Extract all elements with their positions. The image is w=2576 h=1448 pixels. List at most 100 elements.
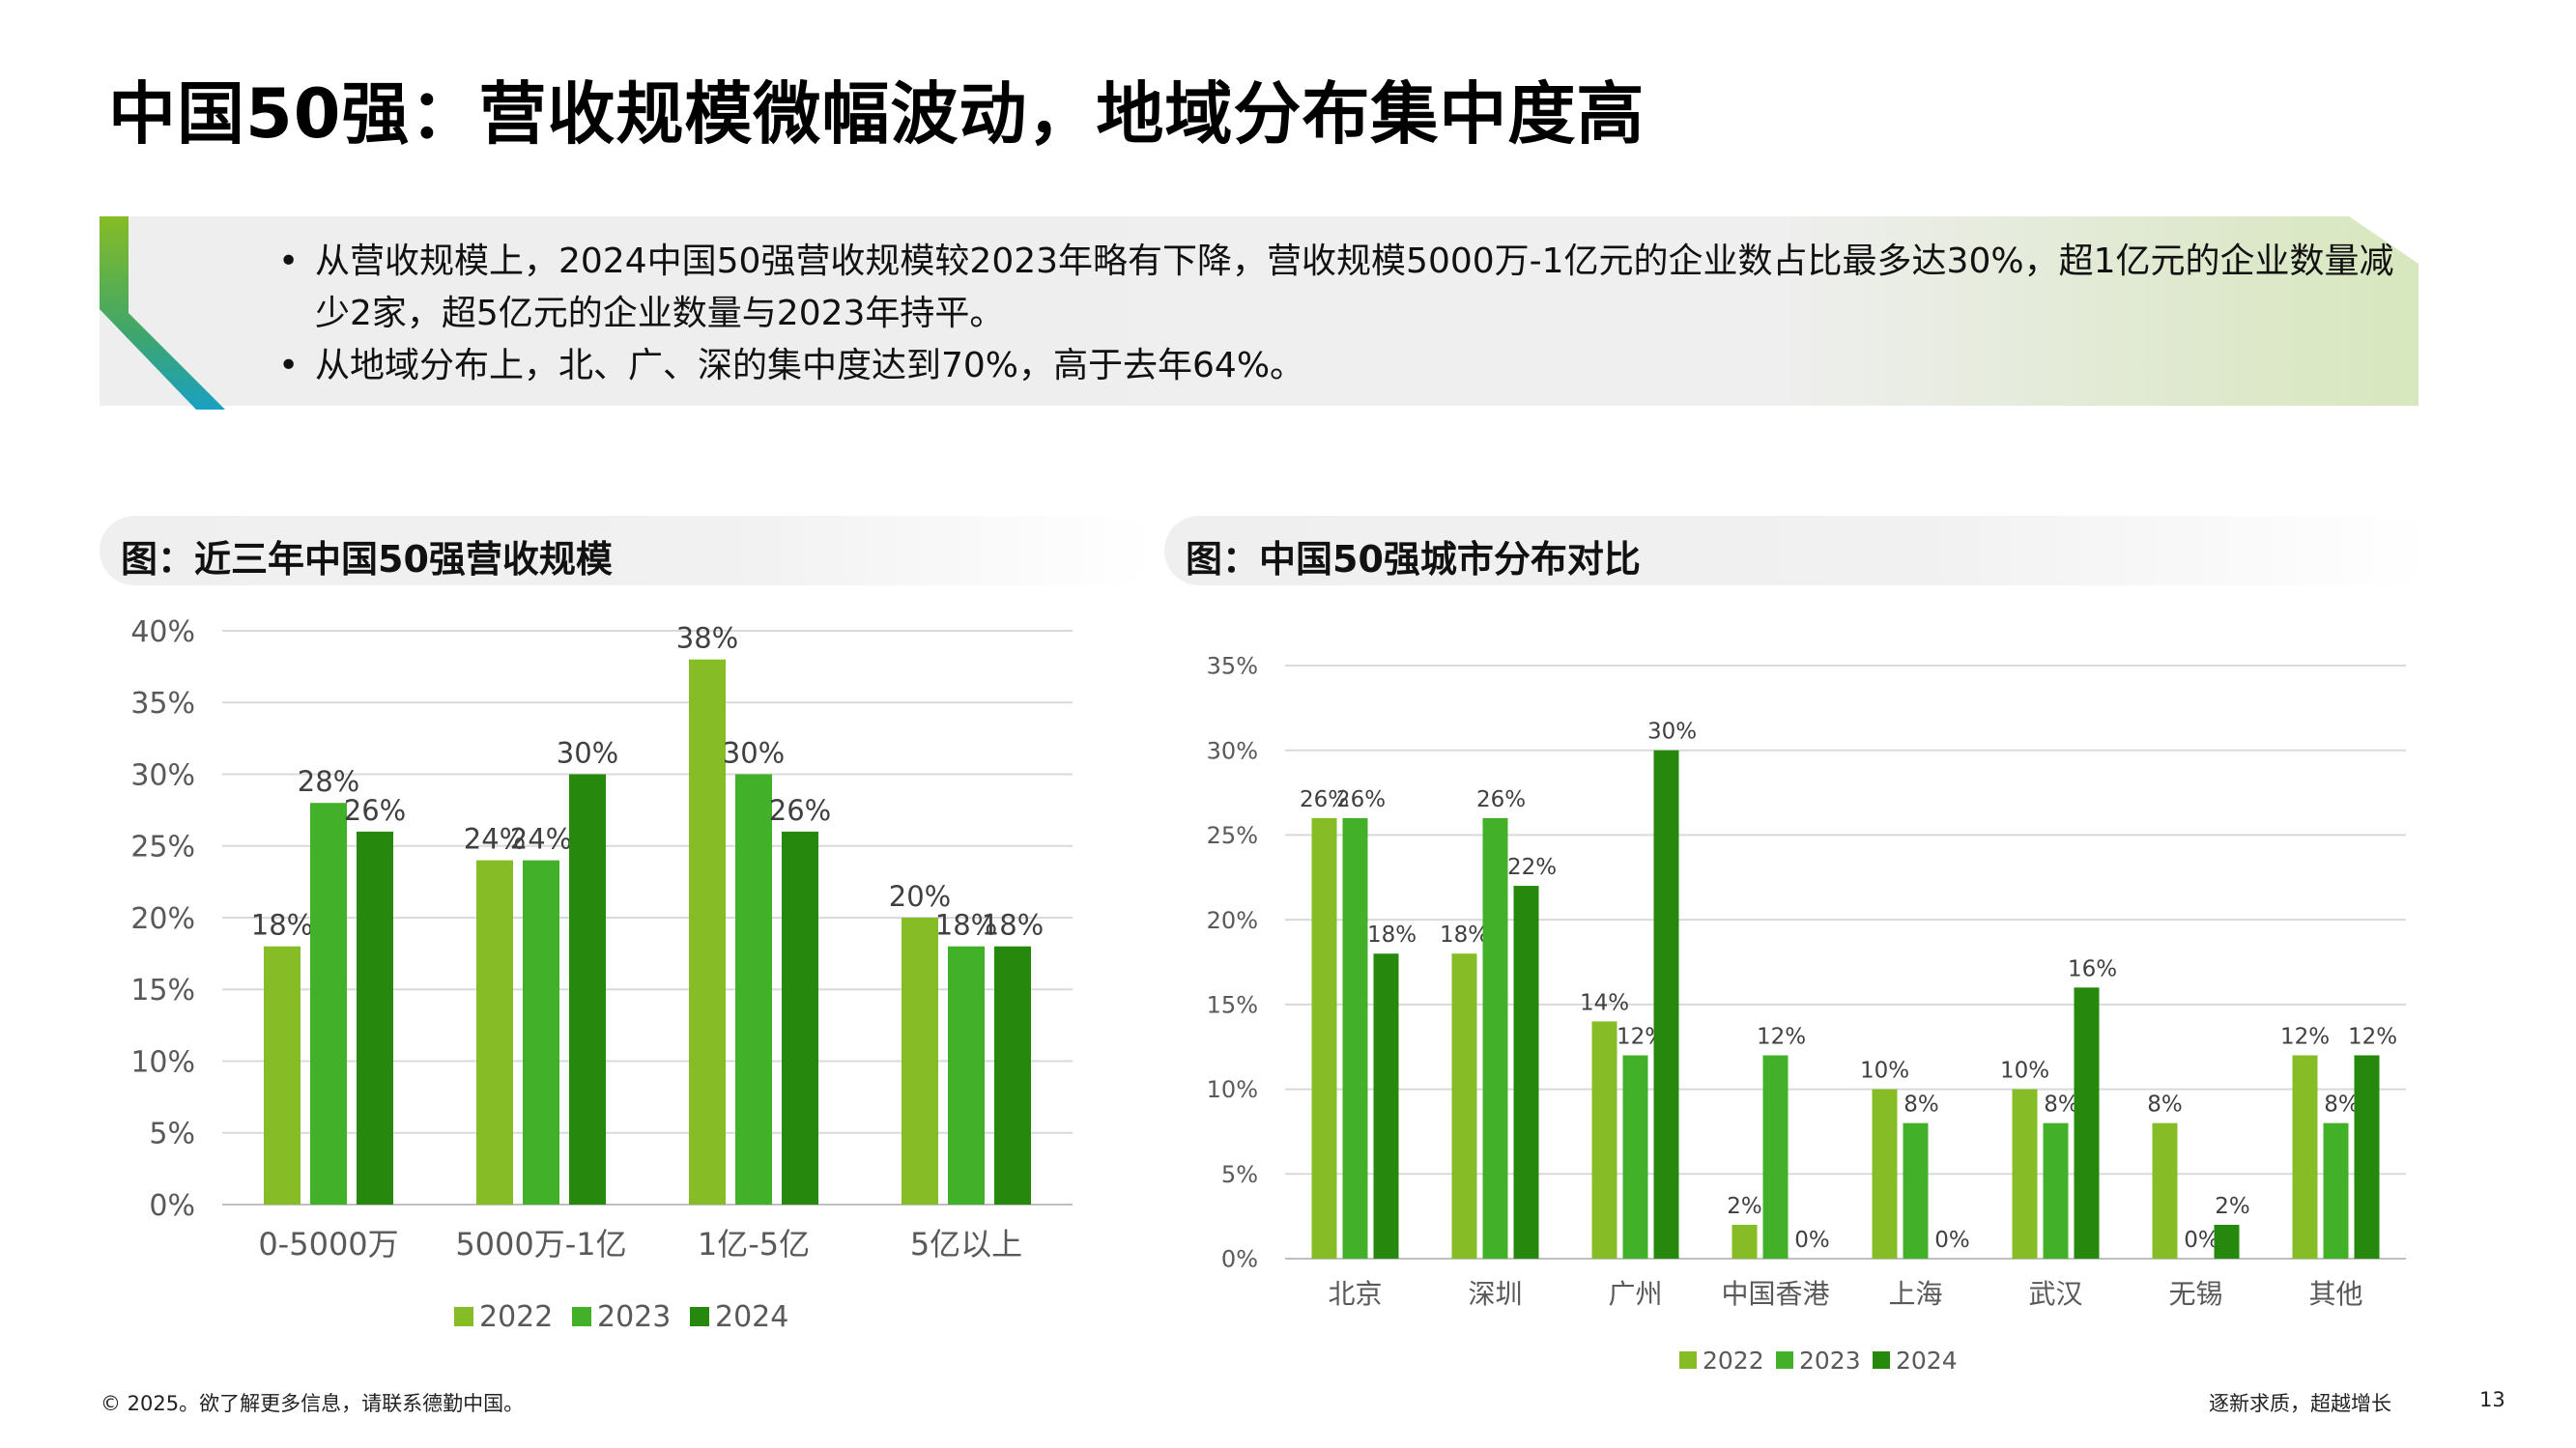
bar-2022 — [2292, 1055, 2318, 1259]
data-label: 2% — [1727, 1194, 1762, 1219]
data-label: 30% — [557, 737, 618, 770]
x-category-label: 北京 — [1328, 1278, 1382, 1310]
chart2-header: 图：中国50强城市分布对比 — [1164, 516, 2430, 585]
data-label: 2% — [2215, 1194, 2250, 1219]
chart1-title: 图：近三年中国50强营收规模 — [121, 538, 613, 581]
bar-2024 — [1513, 886, 1539, 1259]
bar-2024 — [1653, 750, 1679, 1259]
y-tick-label: 25% — [130, 831, 195, 865]
data-label: 16% — [2068, 956, 2117, 981]
x-category-label: 广州 — [1608, 1278, 1662, 1310]
bar-2023 — [948, 946, 985, 1205]
legend-label: 2024 — [1896, 1347, 1958, 1375]
data-label: 26% — [769, 794, 831, 827]
data-label: 26% — [344, 794, 406, 827]
x-category-label: 武汉 — [2028, 1278, 2082, 1310]
bar-2023 — [2043, 1122, 2069, 1259]
footer-copyright: © 2025。欲了解更多信息，请联系德勤中国。 — [100, 1392, 525, 1415]
data-label: 0% — [1794, 1228, 1830, 1253]
bar-2022 — [1872, 1089, 1898, 1259]
data-label: 22% — [1507, 855, 1557, 880]
x-category-label: 深圳 — [1468, 1278, 1522, 1310]
y-tick-label: 0% — [1221, 1246, 1258, 1273]
bar-2022 — [476, 860, 513, 1205]
data-label: 24% — [510, 823, 572, 856]
legend-swatch-2023 — [1776, 1351, 1793, 1369]
y-tick-label: 40% — [130, 615, 195, 649]
legend-label: 2023 — [1799, 1347, 1861, 1375]
legend-swatch-2022 — [1679, 1351, 1697, 1369]
y-tick-label: 0% — [149, 1189, 195, 1223]
data-label: 30% — [1647, 720, 1697, 745]
y-tick-label: 20% — [1207, 907, 1258, 934]
bar-2022 — [1451, 953, 1477, 1259]
data-label: 26% — [1476, 787, 1526, 812]
y-tick-label: 30% — [130, 758, 195, 792]
bar-2023 — [1903, 1122, 1929, 1259]
x-category-label: 无锡 — [2168, 1278, 2222, 1310]
bar-2023 — [1342, 817, 1368, 1259]
x-category-label: 中国香港 — [1721, 1278, 1829, 1310]
data-label: 24% — [464, 823, 526, 856]
page-title: 中国50强：营收规模微幅波动，地域分布集中度高 — [108, 74, 1646, 154]
x-category-label: 5亿以上 — [910, 1226, 1022, 1263]
summary-bullet-1: 从营收规模上，2024中国50强营收规模较2023年略有下降，营收规模5000万… — [271, 236, 2396, 340]
legend-label: 2023 — [597, 1300, 671, 1334]
data-label: 26% — [1300, 787, 1349, 812]
data-label: 20% — [889, 880, 951, 913]
bar-2022 — [264, 946, 301, 1205]
y-tick-label: 35% — [130, 687, 195, 721]
legend-label: 2022 — [1703, 1347, 1764, 1375]
summary-bullet-2: 从地域分布上，北、广、深的集中度达到70%，高于去年64%。 — [271, 340, 2396, 392]
data-label: 18% — [982, 909, 1044, 942]
data-label: 18% — [1367, 923, 1417, 948]
data-label: 18% — [935, 909, 997, 942]
bar-2024 — [2214, 1224, 2240, 1259]
summary-bullets: 从营收规模上，2024中国50强营收规模较2023年略有下降，营收规模5000万… — [271, 236, 2396, 392]
data-label: 28% — [298, 765, 359, 798]
bar-2024 — [782, 831, 818, 1205]
legend-label: 2024 — [715, 1300, 788, 1334]
data-label: 8% — [2044, 1093, 2079, 1118]
y-tick-label: 15% — [130, 974, 195, 1008]
data-label: 30% — [723, 737, 785, 770]
data-label: 8% — [2147, 1093, 2183, 1118]
data-label: 0% — [2184, 1228, 2219, 1253]
bar-2022 — [1732, 1224, 1758, 1259]
data-label: 0% — [1934, 1228, 1970, 1253]
legend-swatch-2024 — [1873, 1351, 1890, 1369]
data-label: 12% — [1757, 1024, 1806, 1049]
y-tick-label: 15% — [1207, 991, 1258, 1018]
y-tick-label: 25% — [1207, 822, 1258, 849]
chart2-title: 图：中国50强城市分布对比 — [1186, 538, 1641, 581]
x-category-label: 上海 — [1888, 1278, 1942, 1310]
bar-2023 — [523, 860, 559, 1205]
data-label: 8% — [2324, 1093, 2360, 1118]
chart2-city-distribution: 0%5%10%15%20%25%30%35%26%26%18%北京18%26%2… — [1207, 653, 2406, 1375]
bar-2024 — [357, 831, 393, 1205]
x-category-label: 其他 — [2308, 1278, 2362, 1310]
legend-swatch-2024 — [690, 1307, 709, 1326]
bar-2024 — [2074, 987, 2100, 1259]
data-label: 12% — [2348, 1024, 2397, 1049]
chart1-header: 图：近三年中国50强营收规模 — [100, 516, 1153, 585]
legend-swatch-2022 — [454, 1307, 473, 1326]
bar-2024 — [569, 774, 606, 1205]
bar-2022 — [689, 659, 726, 1205]
bar-2023 — [1622, 1055, 1648, 1259]
y-tick-label: 30% — [1207, 737, 1258, 764]
bar-2022 — [1591, 1021, 1617, 1259]
legend-swatch-2023 — [572, 1307, 591, 1326]
x-category-label: 1亿-5亿 — [698, 1226, 810, 1263]
legend-label: 2022 — [479, 1300, 553, 1334]
data-label: 10% — [2000, 1059, 2049, 1084]
x-category-label: 0-5000万 — [258, 1226, 398, 1263]
data-label: 18% — [251, 909, 313, 942]
bar-2022 — [2012, 1089, 2038, 1259]
bar-2023 — [1482, 817, 1508, 1259]
bar-2024 — [2354, 1055, 2380, 1259]
y-tick-label: 5% — [149, 1118, 195, 1151]
data-label: 10% — [1860, 1059, 1909, 1084]
data-label: 8% — [1903, 1093, 1939, 1118]
data-label: 14% — [1580, 990, 1629, 1015]
